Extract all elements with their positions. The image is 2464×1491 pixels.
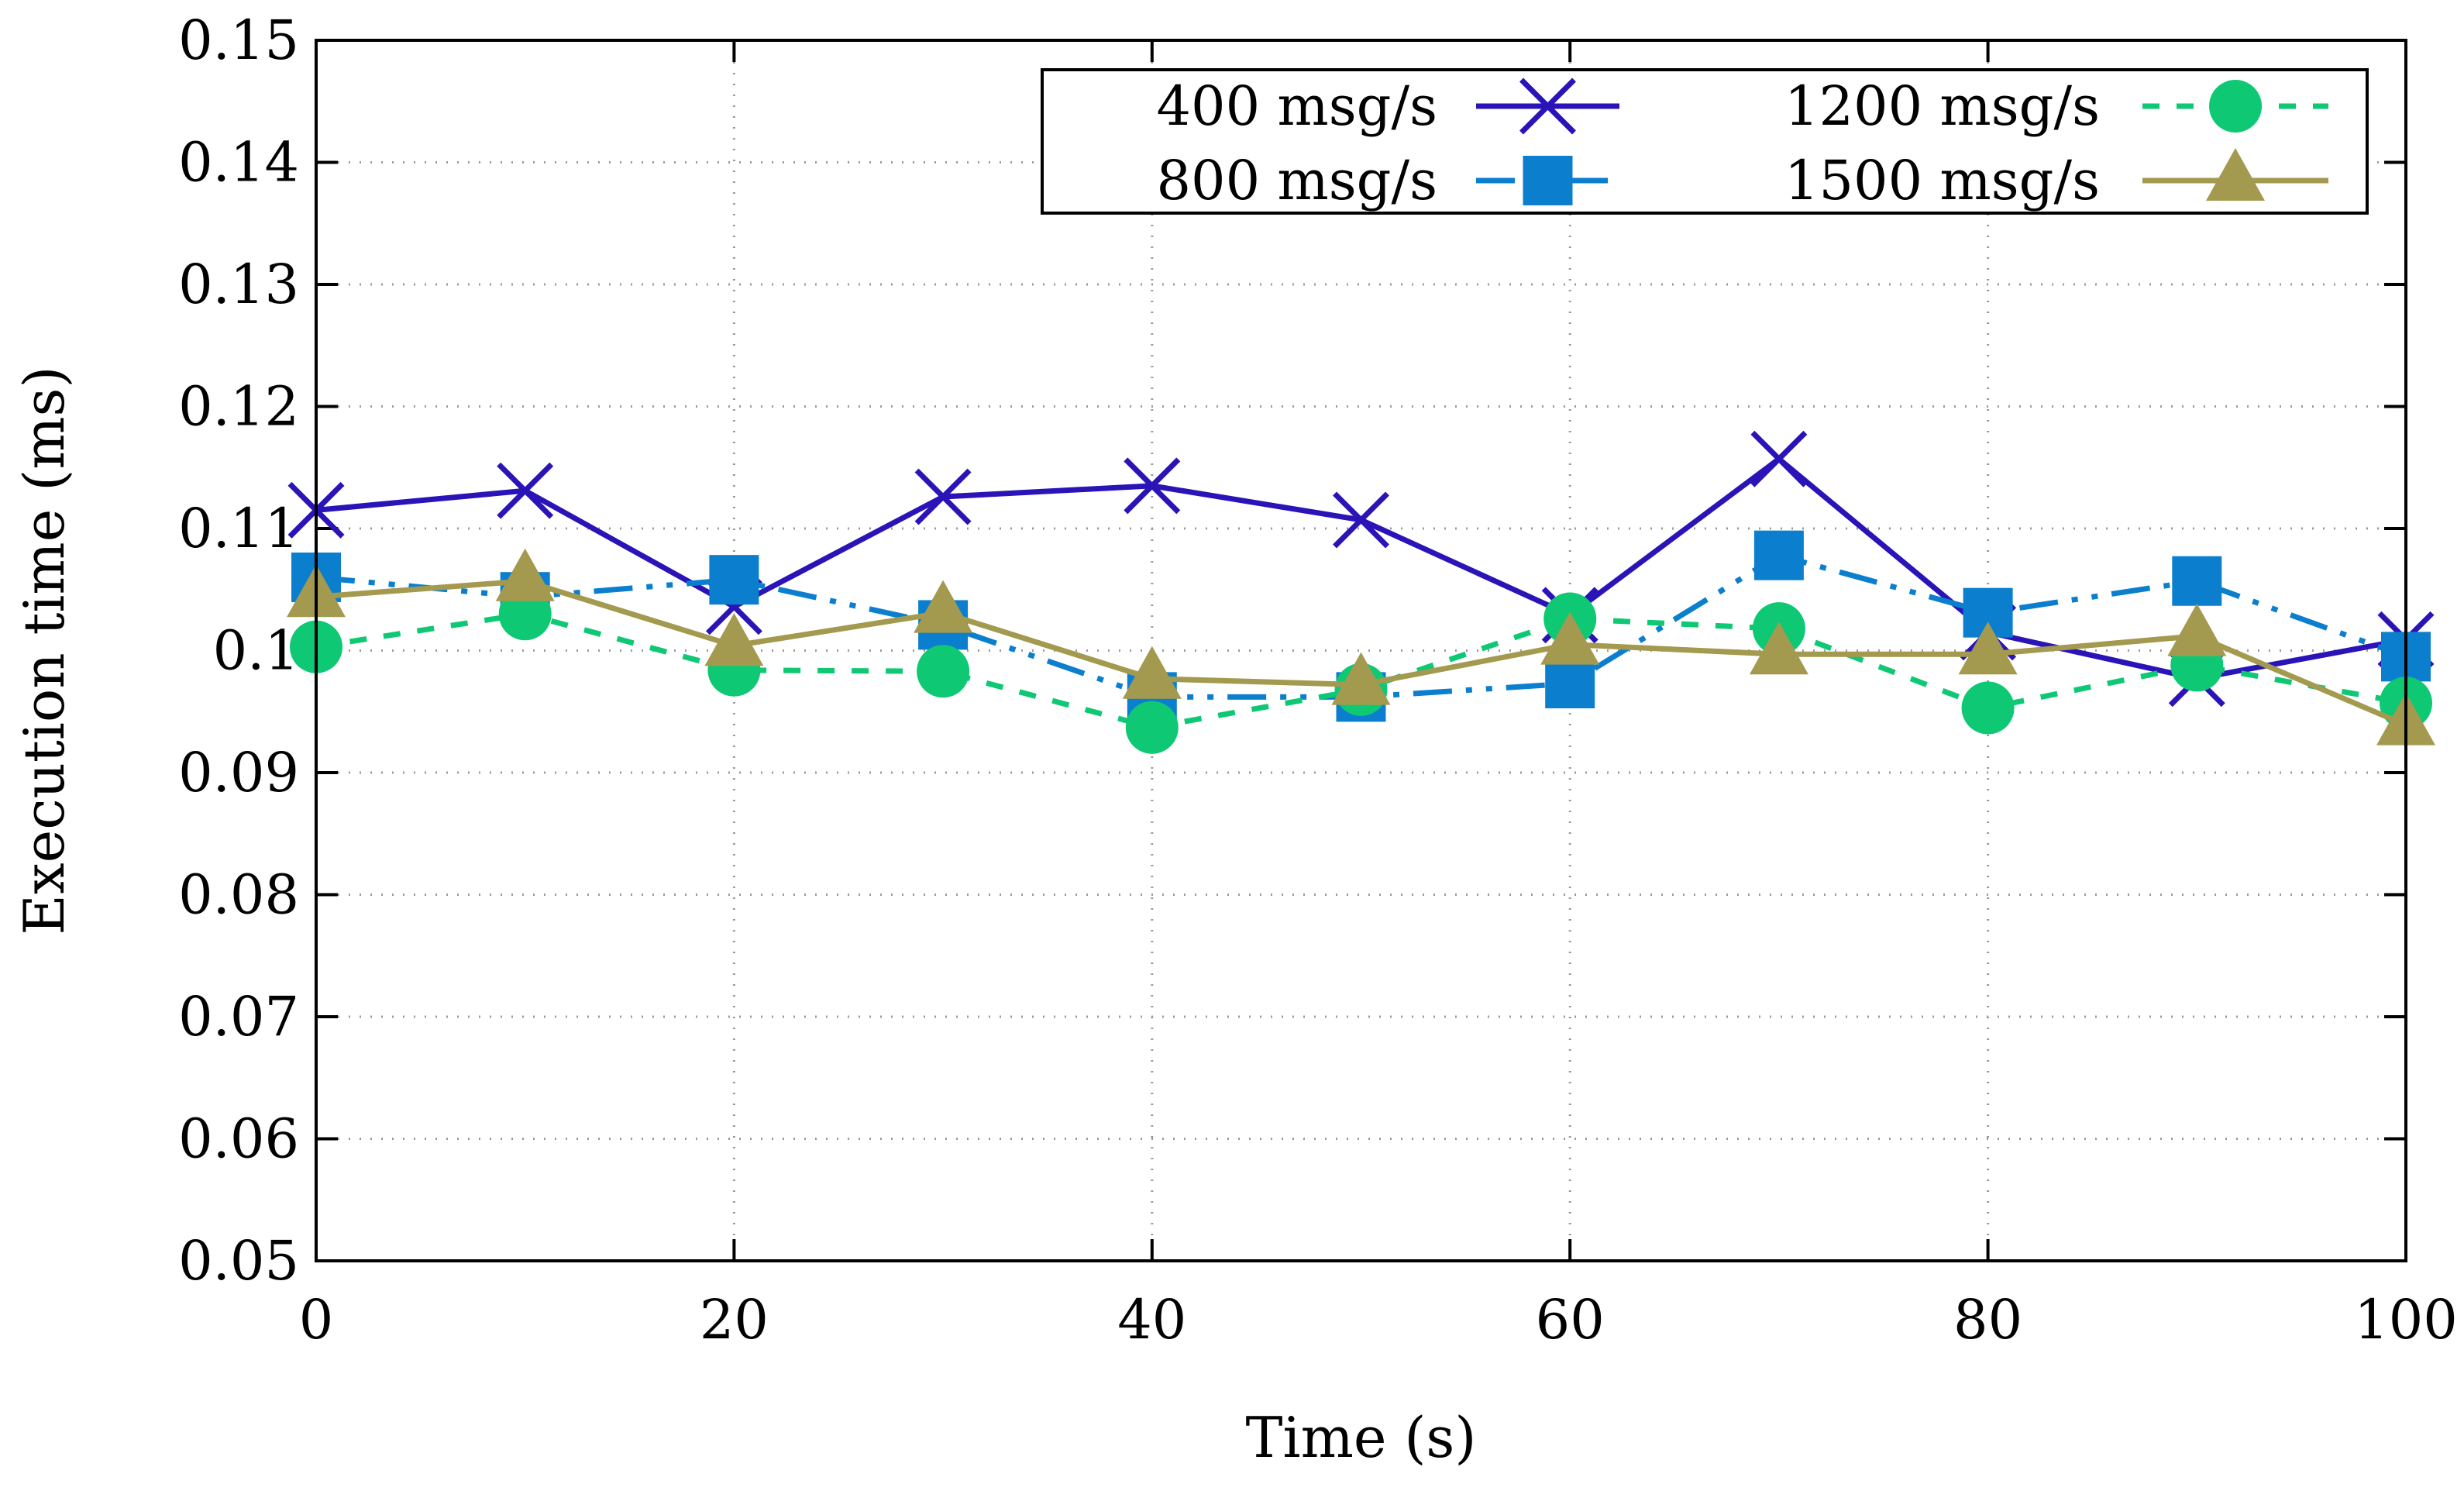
legend-label: 800 msg/s <box>1157 149 1437 212</box>
data-point <box>1749 622 1808 675</box>
marker-stroke <box>497 462 554 519</box>
plot-frame <box>315 39 2407 1262</box>
y-tick-label: 0.07 <box>178 985 299 1049</box>
legend-marker <box>2206 148 2265 201</box>
x-tick-label: 80 <box>1953 1288 2022 1352</box>
x-tick-label: 20 <box>700 1288 769 1352</box>
data-point <box>495 548 555 601</box>
legend-label: 1200 msg/s <box>1784 74 2100 138</box>
data-point <box>709 555 759 605</box>
y-tick-label: 0.11 <box>178 497 299 560</box>
y-tick-label: 0.09 <box>178 741 299 804</box>
legend-marker <box>1523 156 1573 205</box>
data-point <box>1122 646 1182 699</box>
legend: 400 msg/s 800 msg/s 1200 msg/s 1500 msg/s <box>1041 68 2369 215</box>
data-point <box>497 462 554 519</box>
y-tick-label: 0.1 <box>213 619 299 683</box>
x-tick-label: 0 <box>299 1288 334 1352</box>
marker-stroke <box>1750 430 1808 487</box>
data-point <box>917 645 970 698</box>
data-point <box>1125 701 1179 754</box>
data-point <box>914 580 973 633</box>
grid-lines <box>316 40 2406 1261</box>
data-point <box>1540 611 1600 665</box>
marker-stroke <box>1124 457 1181 515</box>
data-point <box>2172 556 2222 606</box>
legend-label: 400 msg/s <box>1157 74 1437 138</box>
y-tick-label: 0.13 <box>178 253 299 316</box>
y-axis-title: Execution time (ms) <box>12 366 77 935</box>
data-point <box>2167 603 2227 656</box>
data-point <box>1750 430 1808 487</box>
legend-box <box>1041 68 2369 215</box>
y-tick-label: 0.14 <box>178 131 299 195</box>
data-series <box>287 430 2435 754</box>
y-tick-label: 0.06 <box>178 1107 299 1171</box>
data-point <box>704 613 764 666</box>
data-point <box>1333 491 1389 549</box>
marker-stroke <box>914 468 972 525</box>
legend-label: 1500 msg/s <box>1784 149 2100 212</box>
marker-stroke <box>1333 491 1389 549</box>
legend-marker <box>1519 77 1576 135</box>
x-tick-label: 60 <box>1536 1288 1605 1352</box>
data-point <box>1545 659 1595 709</box>
data-point <box>1753 530 1804 580</box>
y-tick-label: 0.12 <box>178 375 299 439</box>
y-tick-label: 0.05 <box>178 1229 299 1293</box>
data-point <box>1331 652 1391 705</box>
data-point <box>914 468 972 525</box>
x-tick-label: 100 <box>2354 1288 2458 1352</box>
data-point <box>1124 457 1181 515</box>
series-line <box>315 553 2407 700</box>
x-tick-label: 40 <box>1117 1288 1186 1352</box>
data-point <box>1958 622 2018 675</box>
y-tick-label: 0.15 <box>178 9 299 72</box>
data-point <box>1961 681 2015 735</box>
axis-ticks: 0.05 0.06 0.07 0.08 0.09 0.1 0.11 0.12 0.13 0.14 0… <box>178 9 2458 1352</box>
y-tick-label: 0.08 <box>178 863 299 927</box>
legend-marker <box>2209 80 2262 133</box>
series-2 <box>291 530 2431 722</box>
marker-stroke <box>1519 77 1576 135</box>
x-axis-title: Time (s) <box>1246 1405 1477 1470</box>
